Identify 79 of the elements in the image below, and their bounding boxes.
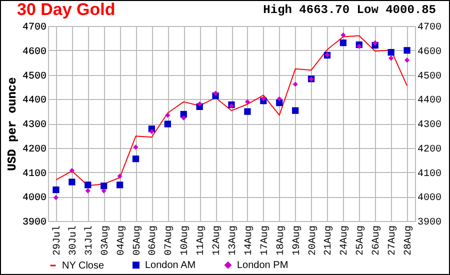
point bbox=[356, 44, 362, 49]
point bbox=[244, 108, 251, 115]
point bbox=[340, 32, 346, 38]
point bbox=[133, 144, 138, 150]
point bbox=[165, 112, 170, 118]
x-tick-label: 03Aug bbox=[100, 226, 112, 256]
point bbox=[197, 101, 202, 107]
point bbox=[53, 195, 59, 200]
y2-tick-label: 3900 bbox=[418, 218, 442, 228]
x-tick-label: 24Aug bbox=[340, 226, 351, 256]
legend-label: NY Close bbox=[62, 260, 104, 272]
y-tick-label: 4200 bbox=[22, 144, 46, 156]
point bbox=[388, 49, 394, 56]
point bbox=[244, 99, 250, 104]
point bbox=[116, 182, 124, 188]
point bbox=[372, 40, 378, 46]
x-tick-label: 28Aug bbox=[404, 226, 415, 256]
y-tick-label: 4600 bbox=[22, 46, 46, 58]
point bbox=[212, 90, 218, 96]
y-tick-label: 4500 bbox=[22, 71, 46, 82]
chart-title: 30 Day Gold bbox=[17, 0, 116, 20]
point bbox=[149, 128, 154, 134]
point bbox=[181, 115, 186, 120]
point bbox=[84, 182, 92, 188]
legend-label: London PM bbox=[237, 260, 288, 272]
point bbox=[69, 168, 74, 174]
point bbox=[404, 58, 410, 63]
y-tick-label: 3900 bbox=[22, 218, 46, 228]
y-tick-label: 4100 bbox=[22, 168, 46, 180]
y2-tick-label: 4600 bbox=[418, 46, 442, 58]
x-tick-label: 07Aug bbox=[164, 226, 176, 256]
y-tick-label: 4000 bbox=[22, 193, 46, 204]
x-tick-label: 12Aug bbox=[212, 226, 224, 256]
point bbox=[117, 174, 122, 179]
y-tick-label: 4700 bbox=[22, 22, 46, 34]
point bbox=[68, 178, 76, 186]
point bbox=[292, 82, 298, 87]
y2-tick-label: 4500 bbox=[418, 71, 442, 82]
x-tick-label: 26Aug bbox=[372, 226, 383, 256]
point bbox=[292, 107, 299, 114]
point bbox=[132, 156, 140, 162]
x-tick-label: 25Aug bbox=[356, 226, 367, 256]
y2-tick-label: 4400 bbox=[418, 96, 442, 107]
y2-tick-label: 4200 bbox=[418, 144, 442, 156]
point bbox=[388, 56, 394, 61]
y2-tick-label: 4700 bbox=[418, 22, 442, 34]
y-tick-label: 4400 bbox=[22, 96, 46, 107]
point bbox=[404, 47, 410, 54]
point bbox=[276, 96, 282, 102]
x-tick-label: 19Aug bbox=[292, 226, 303, 256]
point bbox=[52, 186, 60, 194]
point bbox=[340, 40, 347, 46]
y2-tick-label: 4100 bbox=[418, 168, 442, 180]
x-tick-label: 11Aug bbox=[196, 226, 208, 256]
text: High 4663.70 Low 4000.85 bbox=[263, 3, 436, 17]
legend-label: London AM bbox=[145, 260, 196, 272]
x-tick-label: 14Aug bbox=[244, 226, 255, 256]
x-tick-label: 04Aug bbox=[116, 226, 128, 256]
x-tick-label: 20Aug bbox=[308, 226, 319, 256]
x-tick-label: 05Aug bbox=[132, 226, 144, 256]
x-tick-label: 18Aug bbox=[276, 226, 287, 256]
y-tick-label: 4300 bbox=[22, 120, 46, 131]
point bbox=[101, 188, 106, 194]
x-tick-label: 30Jul bbox=[67, 226, 80, 256]
y2-tick-label: 4000 bbox=[418, 193, 442, 204]
x-tick-label: 13Aug bbox=[228, 226, 239, 256]
x-tick-label: 10Aug bbox=[180, 226, 192, 256]
x-tick-label: 17Aug bbox=[260, 226, 271, 256]
point bbox=[85, 188, 90, 194]
point bbox=[100, 182, 108, 190]
x-tick-label: 06Aug bbox=[148, 226, 160, 256]
point bbox=[260, 96, 266, 102]
x-tick-label: 31Jul bbox=[83, 226, 96, 256]
point bbox=[164, 120, 171, 128]
y-axis-title: USD per ounce bbox=[5, 77, 20, 171]
x-tick-label: 27Aug bbox=[388, 226, 399, 256]
x-tick-label: 21Aug bbox=[324, 226, 335, 256]
y2-tick-label: 4300 bbox=[418, 120, 442, 131]
x-tick-label: 29Jul bbox=[51, 226, 64, 256]
